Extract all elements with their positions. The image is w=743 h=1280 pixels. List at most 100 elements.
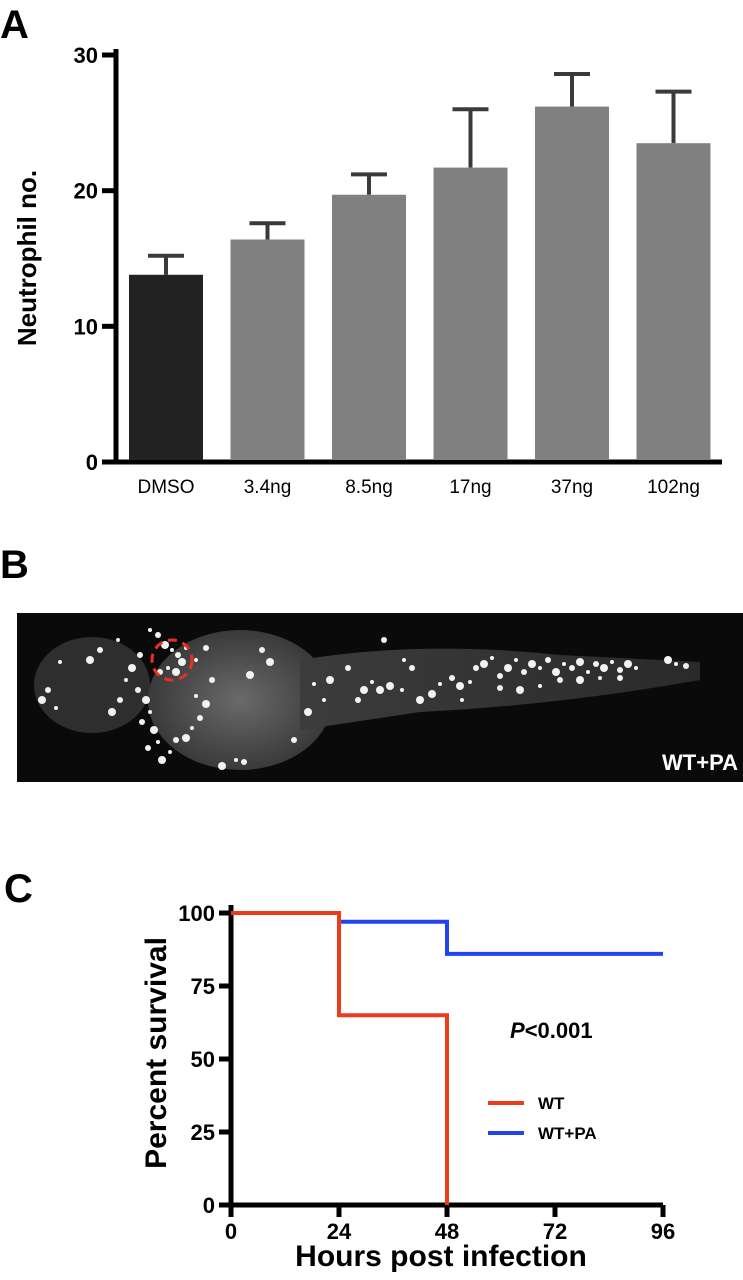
neutrophil-dot [600,664,608,672]
p-value-rest: <0.001 [525,1018,593,1043]
survival-x-tick-label: 0 [225,1219,237,1244]
neutrophil-dot [326,676,334,684]
neutrophil-dot [683,663,689,669]
neutrophil-dot [155,632,161,638]
neutrophil-dot [497,685,503,691]
neutrophil-dot [170,648,174,652]
neutrophil-dot [182,734,190,742]
neutrophil-dot [246,671,254,679]
neutrophil-dot [598,676,602,680]
neutrophil-dot [128,664,136,672]
neutrophil-dot [400,688,404,692]
neutrophil-dot [259,647,265,653]
neutrophil-dot [148,628,152,632]
zebrafish-fluorescence-image: WT+PA [17,613,743,782]
panel-c-letter: C [4,867,33,911]
neutrophil-dot [428,690,436,698]
neutrophil-dot [468,680,472,684]
neutrophil-dot [178,658,186,666]
neutrophil-dot [521,669,527,675]
neutrophil-dot [266,658,274,666]
neutrophil-dot [545,657,551,663]
neutrophil-dot [166,666,170,670]
neutrophil-dot [449,675,455,681]
neutrophil-dot [490,656,494,660]
neutrophil-dot [158,756,166,764]
panel-b-letter: B [0,543,29,587]
neutrophil-dot [137,652,143,658]
neutrophil-dot [54,706,58,710]
legend-label: WT [538,1094,565,1113]
survival-y-tick-label: 25 [191,1120,215,1145]
neutrophil-dot [218,762,226,770]
fish-yolk [148,630,332,770]
neutrophil-dot [148,710,152,714]
neutrophil-dot [473,665,479,671]
survival-y-tick-label: 75 [191,974,215,999]
neutrophil-dot [438,682,442,686]
neutrophil-dot [190,726,194,730]
neutrophil-dot [617,667,623,673]
survival-x-tick-label: 48 [435,1219,459,1244]
neutrophil-dot [45,687,51,693]
neutrophil-dot [175,652,181,658]
bar-chart-y-axis-label: Neutrophil no. [12,170,42,346]
panel-a-letter: A [0,3,29,47]
survival-line-WT+PA [231,911,663,956]
neutrophil-dot [576,658,584,666]
survival-x-tick-label: 72 [543,1219,567,1244]
neutrophil-dot [456,682,464,690]
survival-line-WT [231,911,449,1205]
neutrophil-dot [312,682,316,686]
neutrophil-dot [291,737,297,743]
bar-chart-y-tick-label: 10 [74,314,98,339]
neutrophil-dot [38,696,46,704]
bar-102ng [636,143,711,460]
neutrophil-dot [480,660,488,668]
bar-3.4ng [230,239,305,460]
bar-category-label: 17ng [449,477,491,498]
injection-site-marker [150,638,194,682]
fish-head [34,637,150,733]
legend-label: WT+PA [538,1124,597,1143]
bar-category-label: 102ng [647,477,700,498]
neutrophil-dot [617,675,623,681]
neutrophil-dot [460,698,464,702]
neutrophil-dot [569,665,575,671]
neutrophil-dot [139,719,145,725]
neutrophil-dot [504,664,512,672]
neutrophil-dot [142,696,150,704]
neutrophil-dot [322,698,326,702]
bar-category-label: 37ng [551,477,593,498]
survival-chart: Percent survival Hours post infection P<… [140,901,675,1273]
bar-chart-y-tick-label: 20 [74,179,98,204]
neutrophil-dot [241,759,247,765]
neutrophil-dot [150,726,158,734]
neutrophil-dot [386,682,394,690]
neutrophil-dot [117,697,123,703]
neutrophil-dot [108,708,116,716]
neutrophil-dot [58,660,62,664]
bar-DMSO [129,274,203,460]
neutrophil-dot [194,694,198,698]
neutrophil-dot [664,656,672,664]
neutrophil-dot [593,661,599,667]
neutrophil-dot [516,686,524,694]
neutrophil-dot [197,715,203,721]
neutrophil-dot [124,678,128,682]
bar-chart-neutrophils: Neutrophil no. 0 10 20 30 DMSO 3.4ng 8.5ng 17ng… [12,43,722,498]
neutrophil-dot [234,758,238,762]
image-overlay-label: WT+PA [662,750,738,775]
neutrophil-dot [97,647,103,653]
neutrophil-dot [156,740,160,744]
neutrophil-dot [557,677,563,683]
survival-chart-y-axis-label: Percent survival [140,937,173,1169]
neutrophil-dot [416,696,424,704]
neutrophil-dot [116,638,120,642]
bar-chart-y-tick-label: 30 [74,43,98,68]
neutrophil-dot [203,645,209,651]
neutrophil-dot [370,680,374,684]
survival-x-tick-label: 24 [327,1219,352,1244]
neutrophil-dot [586,670,590,674]
